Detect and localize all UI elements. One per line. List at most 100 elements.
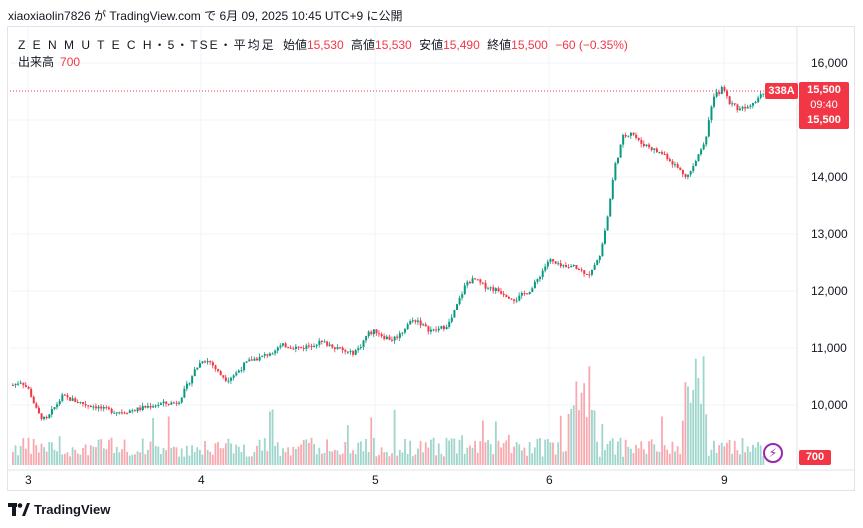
- candle-body: [456, 304, 459, 310]
- volume-bar: [357, 442, 360, 465]
- candle-body: [476, 279, 479, 281]
- candle-body: [601, 243, 604, 257]
- volume-bar: [224, 443, 227, 465]
- candle-body: [121, 412, 124, 414]
- volume-bar: [341, 453, 344, 465]
- volume-bar: [443, 456, 445, 465]
- candle-body: [139, 407, 142, 410]
- candle-body: [95, 406, 98, 409]
- volume-bar: [642, 449, 645, 465]
- volume-bar: [492, 454, 495, 465]
- candle-body: [323, 341, 326, 343]
- volume-bar: [414, 454, 417, 465]
- candle-body: [461, 294, 464, 298]
- candle-body: [331, 344, 334, 348]
- volume-bar: [440, 453, 443, 465]
- volume-bar: [162, 448, 165, 465]
- volume-bar: [333, 449, 336, 465]
- candle-body: [440, 326, 443, 329]
- volume-bar: [79, 454, 82, 465]
- volume-bar: [134, 454, 136, 465]
- candle-body: [627, 135, 630, 137]
- candle-body: [30, 388, 33, 397]
- volume-bar: [362, 451, 365, 465]
- candle-body: [71, 398, 74, 401]
- candle-body: [611, 179, 614, 199]
- volume-bar: [17, 455, 19, 465]
- volume-bar: [269, 411, 271, 465]
- volume-bar: [471, 447, 474, 465]
- candle-body: [352, 351, 355, 355]
- volume-bar: [123, 439, 126, 465]
- candle-body: [606, 216, 609, 231]
- candle-body: [219, 371, 222, 376]
- candle-body: [191, 376, 194, 384]
- candle-body: [674, 164, 677, 166]
- candle-body: [271, 353, 274, 355]
- volume-bar: [739, 454, 741, 465]
- volume-bar: [178, 456, 180, 465]
- candle-body: [287, 347, 290, 349]
- volume-bar: [331, 451, 334, 465]
- candle-body: [757, 97, 760, 102]
- volume-bar: [240, 451, 243, 465]
- volume-bar: [56, 451, 58, 465]
- candle-body: [227, 380, 230, 382]
- candle-body: [481, 282, 484, 284]
- volume-bar: [170, 447, 173, 465]
- volume-bar: [118, 452, 121, 465]
- candle-body: [487, 288, 490, 290]
- volume-bar: [419, 440, 422, 465]
- candle-body: [24, 385, 27, 387]
- volume-bar: [702, 356, 705, 465]
- volume-bar: [128, 455, 131, 465]
- candle-body: [84, 404, 87, 406]
- candle-body: [172, 402, 175, 404]
- candle-body: [723, 87, 726, 91]
- volume-bar: [19, 445, 22, 465]
- candle-body: [209, 361, 212, 363]
- volume-bar: [326, 439, 328, 465]
- volume-bar: [300, 444, 303, 465]
- volume-bar: [74, 449, 77, 465]
- volume-bar: [126, 451, 129, 465]
- volume-bar: [297, 446, 300, 465]
- volume-bar: [593, 410, 596, 465]
- candle-body: [269, 353, 272, 356]
- candle-body: [180, 397, 183, 403]
- volume-bar: [344, 442, 347, 465]
- symbol-name[interactable]: Z E N M U T E C H・5・TSE・平均足: [18, 38, 276, 52]
- volume-bar: [453, 438, 456, 465]
- candle-body: [546, 261, 549, 267]
- volume-bar: [211, 454, 214, 465]
- volume-label: 出来高: [18, 55, 55, 69]
- volume-bar: [339, 454, 341, 465]
- volume-bar: [674, 451, 676, 465]
- volume-badge: 700: [799, 450, 831, 465]
- volume-bar: [35, 445, 38, 465]
- volume-bar: [707, 455, 710, 465]
- candle-body: [502, 293, 505, 296]
- candle-body: [253, 358, 256, 361]
- candle-body: [500, 291, 503, 294]
- volume-bar: [497, 440, 500, 465]
- candle-body: [720, 87, 723, 94]
- candle-body: [588, 274, 591, 276]
- volume-bar: [484, 442, 487, 465]
- volume-bar: [601, 424, 604, 465]
- high-label: 高値: [351, 38, 376, 52]
- candle-body: [27, 386, 30, 389]
- candle-body: [22, 382, 25, 386]
- tradingview-brand[interactable]: TradingView: [34, 502, 111, 517]
- volume-bar: [214, 443, 217, 465]
- volume-bar: [567, 413, 570, 465]
- candle-body: [310, 345, 313, 347]
- candle-body: [136, 407, 139, 412]
- alert-icon[interactable]: ⚡: [763, 443, 783, 463]
- candle-body: [261, 355, 264, 357]
- volume-bar: [253, 451, 256, 465]
- volume-bar: [258, 439, 261, 465]
- candle-body: [144, 405, 147, 408]
- chart-frame[interactable]: [7, 26, 855, 491]
